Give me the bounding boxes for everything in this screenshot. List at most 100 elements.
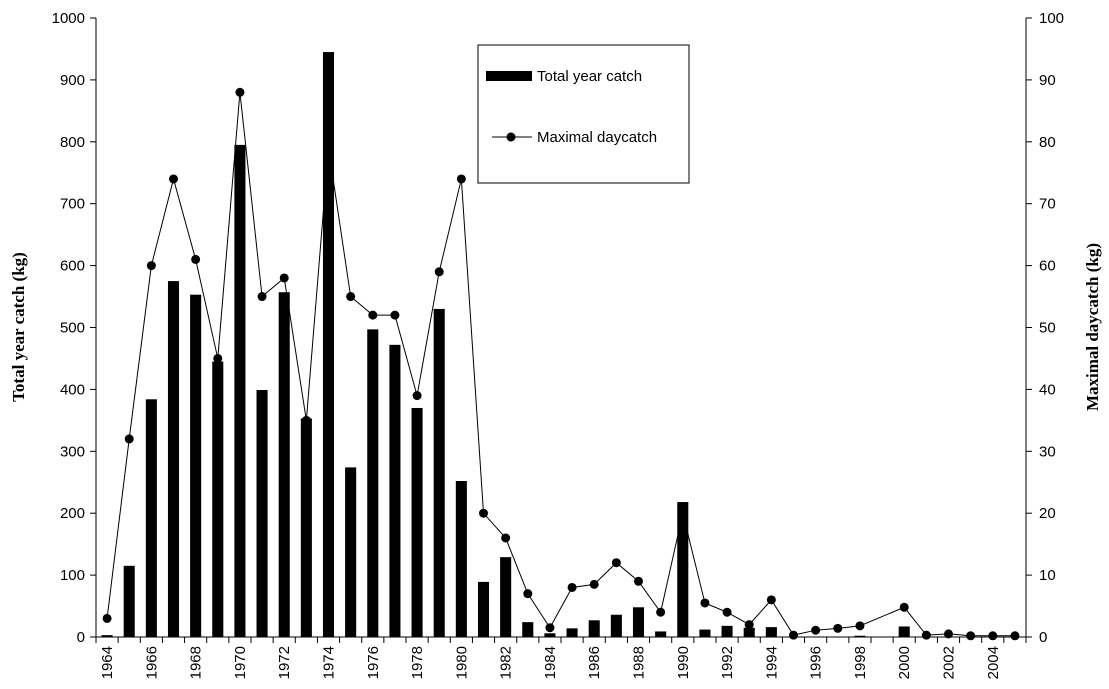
x-tick-label-1988: 1988 — [631, 646, 648, 679]
y-tick-label-800: 800 — [60, 134, 85, 151]
x-tick-label-1968: 1968 — [188, 646, 205, 679]
bar-2000 — [899, 626, 910, 637]
y2-tick-label-60: 60 — [1039, 258, 1056, 275]
y2-tick-label-90: 90 — [1039, 72, 1056, 89]
y2-tick-label-40: 40 — [1039, 381, 1056, 398]
x-tick-label-1990: 1990 — [675, 646, 692, 679]
bar-1991 — [699, 630, 710, 637]
y2-axis-title: Maximal daycatch (kg) — [1083, 243, 1102, 411]
bar-1985 — [567, 628, 578, 637]
point-1966 — [147, 261, 156, 270]
y-tick-label-400: 400 — [60, 381, 85, 398]
x-ticks: 1964 1966 1968 1970 1972 1974 1976 1978 1980 1982… — [96, 637, 1026, 679]
point-1972 — [280, 273, 289, 282]
bar-1994 — [766, 627, 777, 637]
point-1994 — [767, 595, 776, 604]
point-1973 — [302, 416, 311, 425]
point-1987 — [612, 558, 621, 567]
point-2001 — [922, 631, 931, 640]
bar-1992 — [722, 626, 733, 637]
point-1985 — [568, 583, 577, 592]
point-1983 — [523, 589, 532, 598]
point-1975 — [346, 292, 355, 301]
y2-tick-label-10: 10 — [1039, 567, 1056, 584]
y2-tick-label-80: 80 — [1039, 134, 1056, 151]
point-1989 — [656, 608, 665, 617]
y-tick-label-200: 200 — [60, 505, 85, 522]
bar-1968 — [190, 295, 201, 637]
y-tick-label-700: 700 — [60, 196, 85, 213]
x-tick-label-1984: 1984 — [542, 646, 559, 679]
y2-tick-label-0: 0 — [1039, 629, 1047, 646]
bar-1984 — [544, 633, 555, 637]
bar-1983 — [522, 622, 533, 637]
point-1982 — [501, 533, 510, 542]
x-tick-label-1974: 1974 — [321, 646, 338, 679]
bar-1969 — [212, 362, 223, 637]
bar-1964 — [102, 635, 113, 637]
bar-1976 — [367, 329, 378, 637]
point-1978 — [413, 391, 422, 400]
y2-tick-label-100: 100 — [1039, 10, 1064, 27]
point-1990 — [678, 509, 687, 518]
bar-1966 — [146, 399, 157, 637]
x-tick-label-1996: 1996 — [808, 646, 825, 679]
bar-1970 — [234, 145, 245, 637]
point-1965 — [125, 434, 134, 443]
y-tick-label-100: 100 — [60, 567, 85, 584]
x-tick-label-1998: 1998 — [852, 646, 869, 679]
point-1968 — [191, 255, 200, 264]
y2-tick-label-20: 20 — [1039, 505, 1056, 522]
bar-1989 — [655, 631, 666, 637]
bar-1967 — [168, 281, 179, 637]
point-1991 — [700, 598, 709, 607]
point-1979 — [435, 267, 444, 276]
x-tick-label-2004: 2004 — [985, 646, 1002, 679]
bar-1987 — [611, 615, 622, 637]
point-1977 — [390, 311, 399, 320]
legend-box — [478, 45, 689, 183]
bar-1971 — [257, 390, 268, 637]
point-1997 — [833, 624, 842, 633]
point-1981 — [479, 509, 488, 518]
y-tick-label-300: 300 — [60, 443, 85, 460]
bar-1979 — [434, 309, 445, 637]
x-tick-label-1964: 1964 — [99, 646, 116, 679]
y-tick-label-500: 500 — [60, 320, 85, 337]
bar-1986 — [589, 620, 600, 637]
legend-label-total-year-catch: Total year catch — [537, 68, 642, 85]
bar-1978 — [412, 408, 423, 637]
bar-1982 — [500, 557, 511, 637]
point-1974 — [324, 143, 333, 152]
y-tick-label-1000: 1000 — [52, 10, 85, 27]
point-2000 — [900, 603, 909, 612]
bar-1975 — [345, 467, 356, 637]
y2-tick-label-50: 50 — [1039, 320, 1056, 337]
y-tick-label-900: 900 — [60, 72, 85, 89]
bar-1965 — [124, 566, 135, 637]
legend-label-maximal-daycatch: Maximal daycatch — [537, 129, 657, 146]
legend-swatch-marker — [507, 133, 516, 142]
point-1992 — [723, 608, 732, 617]
point-2005 — [1010, 631, 1019, 640]
x-tick-label-1972: 1972 — [276, 646, 293, 679]
y2-tick-label-70: 70 — [1039, 196, 1056, 213]
point-1988 — [634, 577, 643, 586]
point-2004 — [988, 631, 997, 640]
point-1996 — [811, 626, 820, 635]
bar-1973 — [301, 418, 312, 637]
point-1976 — [368, 311, 377, 320]
point-2003 — [966, 631, 975, 640]
x-tick-label-2002: 2002 — [941, 646, 958, 679]
x-tick-label-1994: 1994 — [763, 646, 780, 679]
point-1967 — [169, 174, 178, 183]
x-tick-label-2000: 2000 — [896, 646, 913, 679]
bar-1988 — [633, 607, 644, 637]
x-tick-label-1982: 1982 — [498, 646, 515, 679]
point-2002 — [944, 629, 953, 638]
point-1971 — [258, 292, 267, 301]
x-tick-label-1966: 1966 — [143, 646, 160, 679]
x-tick-label-1976: 1976 — [365, 646, 382, 679]
x-tick-label-1970: 1970 — [232, 646, 249, 679]
